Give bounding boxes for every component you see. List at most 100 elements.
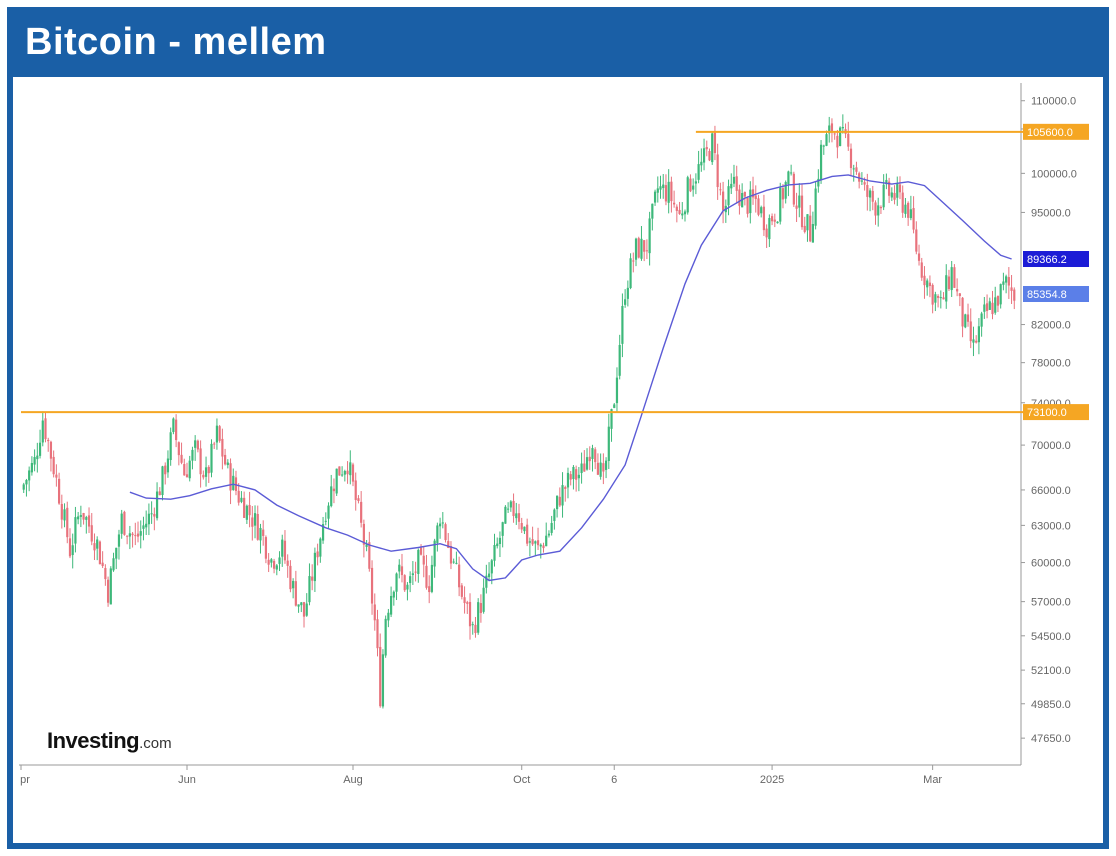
candle-down bbox=[866, 184, 869, 197]
candle-down bbox=[583, 463, 586, 472]
candle-up bbox=[406, 584, 409, 590]
candle-up bbox=[798, 195, 801, 208]
candle-up bbox=[275, 565, 278, 570]
y-tick-label: 78000.0 bbox=[1031, 358, 1071, 370]
candle-down bbox=[207, 466, 210, 474]
candle-up bbox=[381, 654, 385, 707]
candle-up bbox=[36, 455, 39, 460]
candle-up bbox=[640, 238, 643, 259]
candle-up bbox=[509, 501, 512, 508]
price-tag-label: 89366.2 bbox=[1027, 254, 1067, 266]
candle-down bbox=[354, 480, 357, 500]
candle-up bbox=[438, 523, 442, 527]
candle-down bbox=[643, 240, 646, 252]
candle-up bbox=[507, 508, 510, 510]
candle-up bbox=[983, 304, 986, 312]
candle-up bbox=[656, 188, 659, 193]
candle-down bbox=[762, 206, 766, 231]
candle-down bbox=[196, 440, 199, 450]
logo-main-text: Investing bbox=[47, 728, 140, 753]
candle-down bbox=[517, 513, 521, 522]
candle-up bbox=[528, 541, 531, 543]
candle-up bbox=[191, 449, 194, 461]
candle-up bbox=[145, 523, 148, 528]
candle-up bbox=[253, 513, 257, 526]
ma-price-tag bbox=[1023, 251, 1089, 268]
candle-down bbox=[272, 560, 276, 569]
candle-up bbox=[776, 221, 779, 224]
candle-down bbox=[912, 208, 915, 230]
candle-down bbox=[792, 173, 795, 205]
candle-up bbox=[839, 127, 842, 147]
candle-up bbox=[433, 540, 436, 567]
candle-up bbox=[155, 491, 159, 519]
candle-up bbox=[768, 218, 771, 240]
candle-up bbox=[727, 186, 730, 206]
candle-down bbox=[106, 579, 110, 603]
candle-up bbox=[545, 535, 548, 547]
candle-up bbox=[161, 466, 164, 496]
candle-up bbox=[343, 470, 346, 475]
candle-up bbox=[215, 425, 219, 443]
candle-down bbox=[588, 456, 591, 462]
candle-down bbox=[134, 535, 137, 537]
candle-down bbox=[898, 184, 902, 193]
candle-down bbox=[596, 462, 600, 475]
candle-down bbox=[920, 262, 923, 278]
candle-down bbox=[773, 219, 776, 222]
candle-down bbox=[400, 566, 404, 576]
candle-down bbox=[569, 474, 572, 480]
candle-up bbox=[441, 522, 444, 524]
candle-down bbox=[743, 191, 746, 197]
candle-down bbox=[256, 513, 259, 540]
candle-up bbox=[828, 125, 831, 134]
candle-up bbox=[395, 573, 398, 592]
candle-up bbox=[172, 418, 175, 432]
candle-down bbox=[55, 474, 58, 478]
x-tick-label: Oct bbox=[513, 774, 530, 786]
logo-suffix-text: .com bbox=[139, 735, 172, 752]
candle-up bbox=[817, 178, 820, 187]
candle-down bbox=[575, 469, 578, 480]
candle-down bbox=[863, 182, 866, 185]
candle-down bbox=[751, 189, 755, 198]
candle-up bbox=[292, 580, 295, 589]
candle-up bbox=[977, 326, 981, 343]
candle-up bbox=[166, 458, 170, 473]
candle-up bbox=[662, 184, 665, 189]
price-chart[interactable]: 110000.0106000.0100000.095000.082000.078… bbox=[13, 77, 1103, 843]
candle-up bbox=[504, 506, 507, 524]
candle-down bbox=[98, 541, 102, 565]
candle-up bbox=[790, 172, 793, 174]
candle-up bbox=[711, 133, 714, 163]
candle-down bbox=[362, 523, 365, 545]
candle-up bbox=[147, 513, 151, 525]
candle-up bbox=[150, 513, 153, 515]
candle-up bbox=[841, 126, 844, 129]
candle-down bbox=[370, 567, 374, 604]
candle-up bbox=[498, 537, 502, 545]
candle-up bbox=[972, 339, 975, 343]
candle-down bbox=[123, 511, 126, 535]
candle-up bbox=[41, 420, 44, 443]
candle-down bbox=[836, 135, 839, 148]
y-tick-label: 70000.0 bbox=[1031, 440, 1071, 452]
candle-down bbox=[746, 197, 749, 214]
candle-up bbox=[885, 179, 888, 185]
candle-up bbox=[493, 544, 496, 561]
candle-up bbox=[455, 562, 458, 564]
candle-up bbox=[585, 457, 589, 470]
candle-down bbox=[82, 512, 85, 520]
y-tick-label: 52100.0 bbox=[1031, 665, 1071, 677]
candle-down bbox=[645, 250, 649, 252]
candle-up bbox=[607, 426, 610, 461]
candle-down bbox=[901, 192, 904, 213]
candle-up bbox=[430, 564, 434, 592]
y-tick-label: 82000.0 bbox=[1031, 320, 1071, 332]
candle-down bbox=[705, 147, 708, 150]
candle-up bbox=[591, 448, 594, 459]
candle-up bbox=[324, 520, 327, 522]
candle-down bbox=[947, 276, 951, 289]
candle-up bbox=[327, 505, 330, 519]
candle-down bbox=[855, 167, 858, 172]
